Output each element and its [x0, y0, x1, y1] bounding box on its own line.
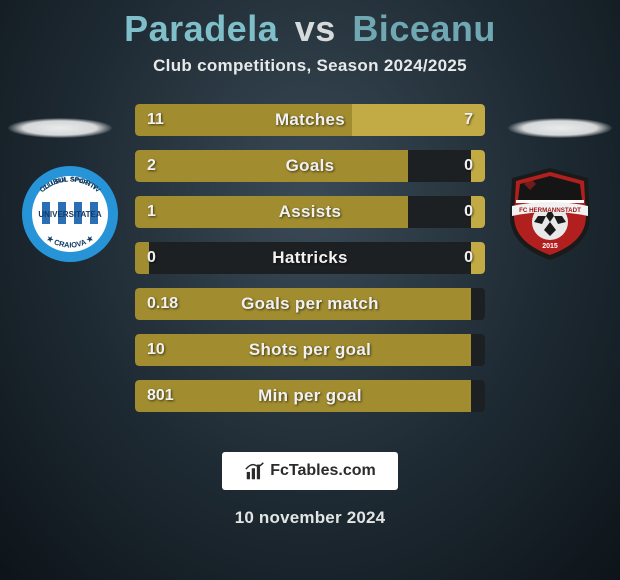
universitatea-craiova-badge-icon: CLUBUL SPORTIV CLUBUL SPORTIV ★ CRAIOVA … — [20, 164, 120, 264]
fc-hermannstadt-badge-icon: FC HERMANNSTADT 2015 — [500, 164, 600, 264]
player1-club-badge: CLUBUL SPORTIV CLUBUL SPORTIV ★ CRAIOVA … — [20, 164, 120, 264]
brand-text: FcTables.com — [270, 462, 376, 480]
svg-text:FC HERMANNSTADT: FC HERMANNSTADT — [519, 207, 581, 214]
stat-label: Assists — [135, 196, 485, 228]
stat-row: Goals per match0.18 — [135, 288, 485, 320]
stat-label: Min per goal — [135, 380, 485, 412]
stat-row: Shots per goal10 — [135, 334, 485, 366]
player1-name: Paradela — [124, 8, 278, 49]
bar-chart-icon — [244, 460, 266, 482]
stat-value-left: 10 — [135, 334, 177, 366]
svg-text:UNIVERSITATEA: UNIVERSITATEA — [38, 210, 101, 219]
stat-value-left: 0.18 — [135, 288, 190, 320]
subtitle: Club competitions, Season 2024/2025 — [0, 56, 620, 76]
stat-row: Goals2 0 — [135, 150, 485, 182]
stat-value-left: 801 — [135, 380, 186, 412]
player2-club-badge: FC HERMANNSTADT 2015 — [500, 164, 600, 264]
stat-value-right: 0 — [452, 242, 485, 274]
stat-row: Hattricks0 0 — [135, 242, 485, 274]
stat-value-right: 0 — [452, 196, 485, 228]
stat-bars: Matches117Goals20Assists10Hattricks00Goa… — [135, 104, 485, 426]
date-text: 10 november 2024 — [0, 508, 620, 528]
stat-value-left: 1 — [135, 196, 168, 228]
stat-value-right: 0 — [452, 150, 485, 182]
stat-value-left: 11 — [135, 104, 176, 136]
stat-label: Matches — [135, 104, 485, 136]
vs-text: vs — [295, 8, 336, 49]
stat-row: Matches11 7 — [135, 104, 485, 136]
infographic: Paradela vs Biceanu Club competitions, S… — [0, 0, 620, 580]
stat-row: Min per goal801 — [135, 380, 485, 412]
player1-shadow — [8, 118, 112, 138]
player2-name: Biceanu — [352, 8, 496, 49]
stat-value-left: 2 — [135, 150, 168, 182]
title: Paradela vs Biceanu — [0, 8, 620, 50]
svg-text:2015: 2015 — [542, 243, 558, 250]
stat-label: Hattricks — [135, 242, 485, 274]
brand-box: FcTables.com — [222, 452, 398, 490]
player2-shadow — [508, 118, 612, 138]
stat-row: Assists1 0 — [135, 196, 485, 228]
stat-label: Goals — [135, 150, 485, 182]
stat-value-right: 7 — [452, 104, 485, 136]
comparison-area: CLUBUL SPORTIV CLUBUL SPORTIV ★ CRAIOVA … — [0, 104, 620, 434]
stat-value-left: 0 — [135, 242, 168, 274]
stat-label: Shots per goal — [135, 334, 485, 366]
